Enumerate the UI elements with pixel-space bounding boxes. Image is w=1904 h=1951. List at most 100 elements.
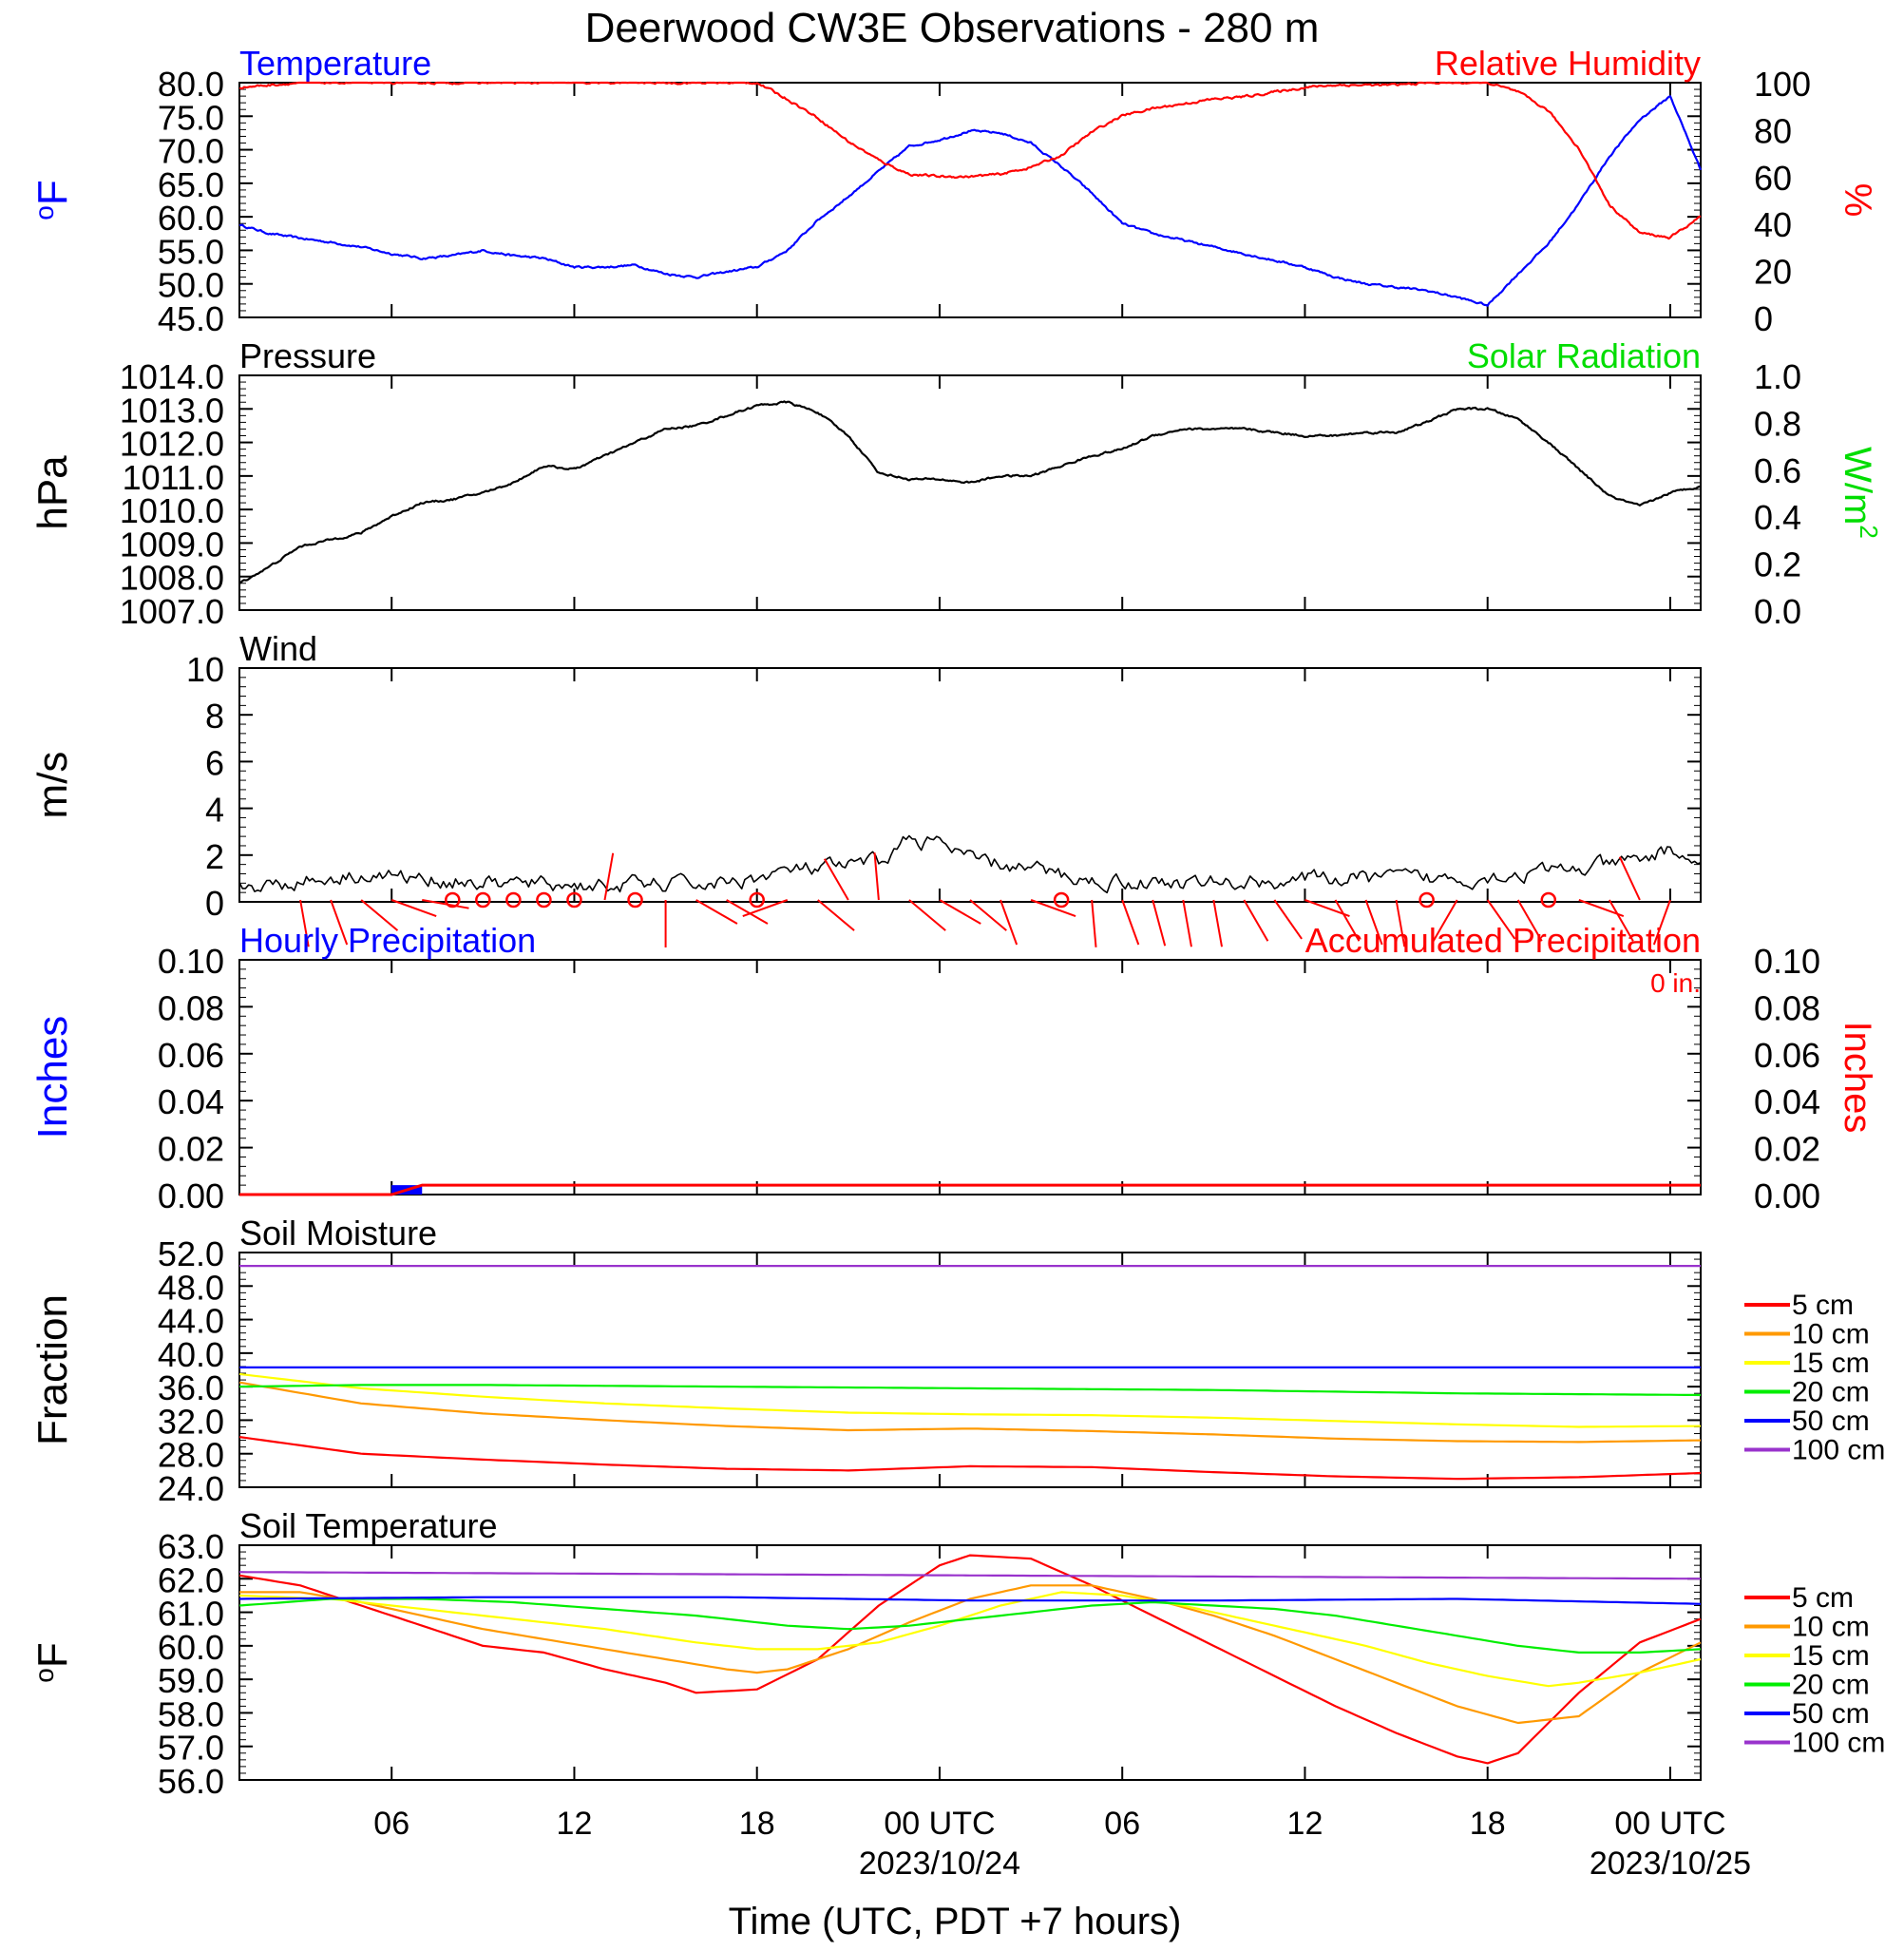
y-tick-label: 44.0 bbox=[158, 1302, 224, 1341]
panel-temperature: 80.075.070.065.060.055.050.045.0 100 80 60 4… bbox=[29, 44, 1878, 338]
series-line-20-cm bbox=[238, 1384, 1702, 1397]
panel-pressure: 1014.01013.01012.01011.01010.01009.01008… bbox=[29, 336, 1883, 631]
series-line-50-cm bbox=[238, 1596, 1702, 1605]
y-tick-label: 1012.0 bbox=[120, 425, 224, 464]
wind-barb bbox=[299, 899, 310, 947]
y-tick-label: 56.0 bbox=[158, 1762, 224, 1801]
legend-label: 15 cm bbox=[1792, 1640, 1870, 1672]
y-axis-label-right: % bbox=[1837, 183, 1878, 218]
superscript-2: 2 bbox=[1855, 525, 1883, 538]
series-line-pressure-0 bbox=[238, 400, 1702, 584]
y-right-tick-label: 0.2 bbox=[1754, 545, 1801, 584]
legend-label: 5 cm bbox=[1792, 1290, 1854, 1321]
y-tick-label: 36.0 bbox=[158, 1368, 224, 1407]
panel-frame bbox=[238, 374, 1702, 611]
wind-barb-calm bbox=[505, 891, 522, 909]
y-tick-label: 52.0 bbox=[158, 1234, 224, 1273]
y-tick-label: 80.0 bbox=[158, 65, 224, 104]
legend-label: 20 cm bbox=[1792, 1377, 1870, 1408]
y-tick-label: 45.0 bbox=[158, 299, 224, 338]
y-right-tick-label: 0.00 bbox=[1754, 1176, 1820, 1215]
y-tick-label: 50.0 bbox=[158, 266, 224, 305]
wind-barb-calm bbox=[1418, 891, 1435, 909]
y-axis-label-left: m/s bbox=[29, 752, 76, 819]
wind-barb bbox=[1652, 899, 1671, 946]
wind-barb bbox=[969, 899, 1007, 931]
wind-barb bbox=[360, 899, 399, 931]
degree-o: o bbox=[29, 205, 59, 220]
wind-barb bbox=[823, 858, 849, 901]
y-right-tick-label: 40 bbox=[1754, 205, 1792, 244]
y-tick-label: 70.0 bbox=[158, 132, 224, 171]
y-tick-label: 1014.0 bbox=[120, 357, 224, 396]
panel-title-right: Solar Radiation bbox=[1467, 336, 1701, 375]
y-right-tick-label: 0.04 bbox=[1754, 1082, 1820, 1121]
x-tick-label: 12 bbox=[557, 1806, 593, 1842]
wind-barb bbox=[1618, 856, 1641, 901]
panel-title-right: Accumulated Precipitation bbox=[1305, 921, 1701, 960]
y-tick-label: 0.08 bbox=[158, 988, 224, 1027]
y-tick-label: 0.10 bbox=[158, 942, 224, 981]
wind-barb bbox=[873, 852, 880, 901]
accumulated-total-label: 0 in. bbox=[1650, 968, 1701, 998]
panel-title-left: Hourly Precipitation bbox=[239, 921, 536, 960]
wind-barb bbox=[330, 899, 349, 946]
panel-frame bbox=[238, 959, 1702, 1195]
series-line-5-cm bbox=[238, 1554, 1702, 1765]
wind-barb bbox=[1395, 899, 1406, 947]
legend-label: 5 cm bbox=[1792, 1582, 1854, 1614]
y-right-tick-label: 0.8 bbox=[1754, 404, 1801, 443]
legend-label: 10 cm bbox=[1792, 1612, 1870, 1643]
y-axis-label-left: oF bbox=[29, 180, 76, 220]
y-tick-label: 1013.0 bbox=[120, 391, 224, 430]
y-axis-label-left: oF bbox=[29, 1642, 76, 1682]
y-axis-label-right: W/m2 bbox=[1837, 447, 1883, 539]
y-right-tick-label: 0.6 bbox=[1754, 451, 1801, 490]
legend-label: 50 cm bbox=[1792, 1406, 1870, 1437]
wind-barb bbox=[1609, 899, 1634, 942]
wind-barb bbox=[1030, 899, 1076, 918]
y-tick-label: 0.00 bbox=[158, 1176, 224, 1215]
y-right-tick-label: 100 bbox=[1754, 65, 1811, 104]
y-axis-label-left: Inches bbox=[29, 1016, 76, 1139]
panel-wind: 10 8 6 4 2 0 Wind m/s bbox=[29, 629, 1702, 947]
wind-barb bbox=[695, 899, 738, 925]
y-tick-label: 62.0 bbox=[158, 1560, 224, 1599]
y-tick-label: 10 bbox=[186, 650, 224, 689]
wind-barb bbox=[1364, 899, 1383, 946]
wind-barb bbox=[1273, 899, 1303, 940]
x-tick-date-label: 2023/10/24 bbox=[859, 1846, 1020, 1882]
x-tick-label: 06 bbox=[373, 1806, 409, 1842]
wind-barb bbox=[1182, 899, 1192, 947]
wind-barb bbox=[817, 899, 855, 931]
panel-title-left: Soil Temperature bbox=[239, 1506, 497, 1545]
panel-frame bbox=[238, 1252, 1702, 1488]
y-tick-label: 60.0 bbox=[158, 199, 224, 238]
y-right-tick-label: 0.10 bbox=[1754, 942, 1820, 981]
y-tick-label: 40.0 bbox=[158, 1335, 224, 1374]
panel-frame bbox=[238, 82, 1702, 318]
legend-label: 100 cm bbox=[1792, 1435, 1885, 1466]
y-tick-label: 60.0 bbox=[158, 1628, 224, 1667]
y-tick-label: 58.0 bbox=[158, 1694, 224, 1733]
series-line-15-cm bbox=[238, 1591, 1702, 1688]
wind-barb bbox=[1000, 899, 1019, 946]
series-line-10-cm bbox=[238, 1381, 1702, 1444]
panel-frame bbox=[238, 1544, 1702, 1781]
x-tick-date-label: 2023/10/25 bbox=[1590, 1846, 1751, 1882]
wind-barb bbox=[1334, 899, 1361, 942]
wind-barb-calm bbox=[627, 891, 643, 909]
y-tick-label: 1007.0 bbox=[120, 592, 224, 631]
wind-barb bbox=[1516, 899, 1543, 942]
wind-barb bbox=[1486, 899, 1516, 940]
panel-title-right: Relative Humidity bbox=[1435, 44, 1701, 83]
wind-barb bbox=[390, 899, 437, 918]
wind-barb bbox=[1243, 899, 1269, 942]
wind-barb bbox=[1091, 899, 1097, 947]
series-line-100-cm bbox=[238, 1571, 1702, 1580]
y-tick-label: 1008.0 bbox=[120, 559, 224, 598]
wind-barb bbox=[939, 899, 981, 925]
x-tick-label: 00 UTC bbox=[1614, 1806, 1725, 1842]
x-tick-label: 18 bbox=[739, 1806, 775, 1842]
